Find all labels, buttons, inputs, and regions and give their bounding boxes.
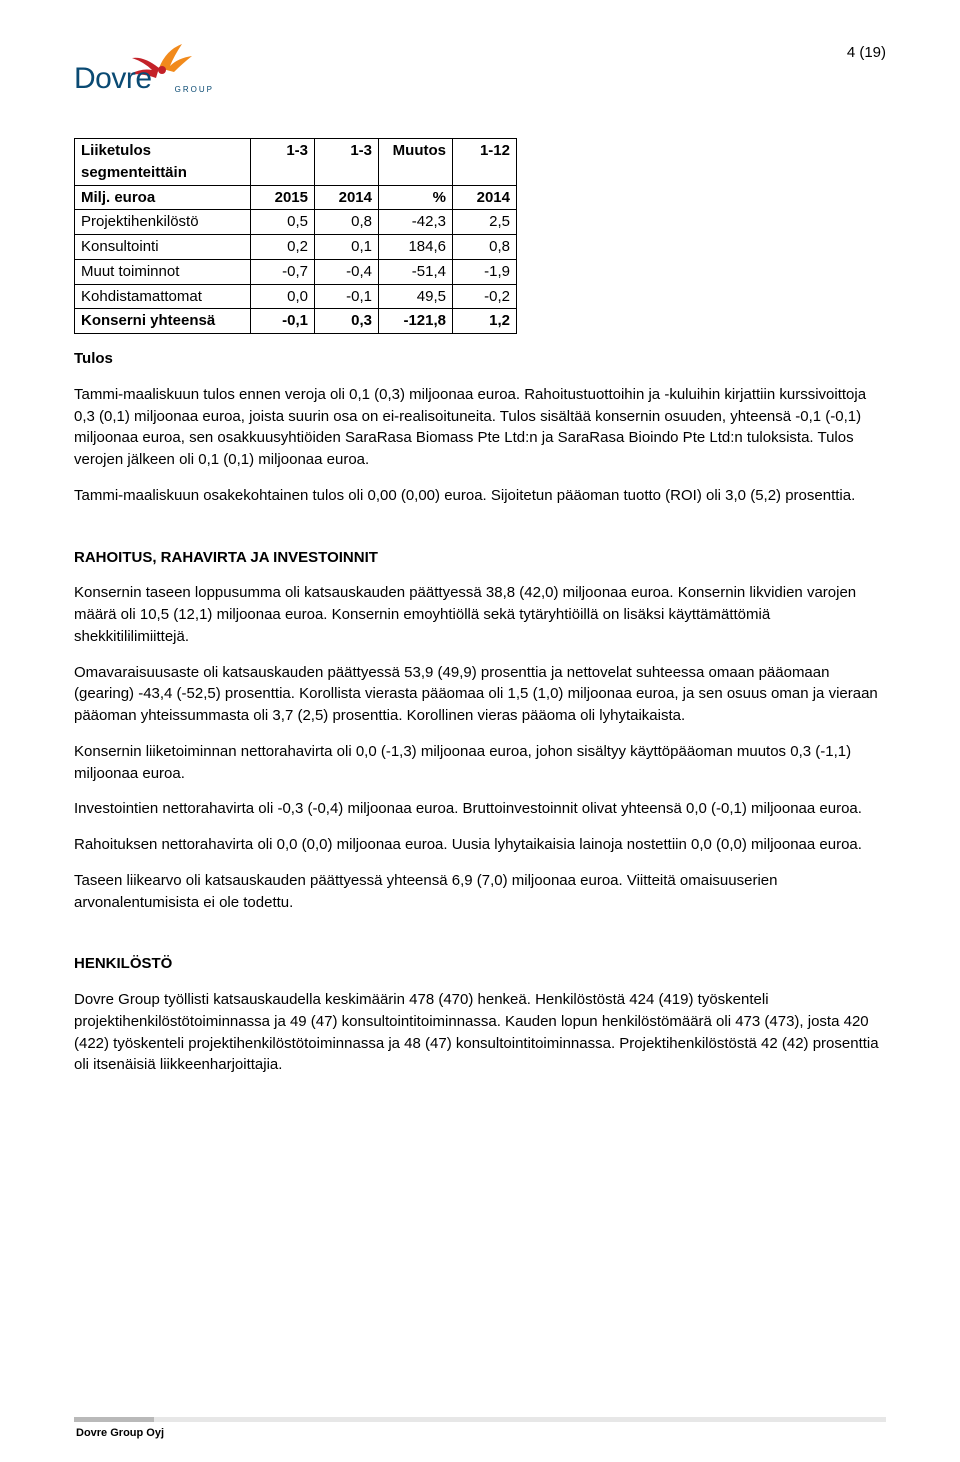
table-cell: -1,9 bbox=[453, 259, 517, 284]
rahoitus-heading: RAHOITUS, RAHAVIRTA JA INVESTOINNIT bbox=[74, 547, 886, 569]
table-cell: 0,8 bbox=[315, 210, 379, 235]
table-row: Konsultointi0,20,1184,60,8 bbox=[75, 235, 517, 260]
table-header: 2015 bbox=[251, 185, 315, 210]
company-logo: Dovre GROUP bbox=[74, 38, 214, 102]
table-cell: -42,3 bbox=[379, 210, 453, 235]
table-header: 1-12 bbox=[453, 139, 517, 186]
table-header: 1-3 bbox=[251, 139, 315, 186]
table-cell: -0,7 bbox=[251, 259, 315, 284]
body-paragraph: Tammi-maaliskuun tulos ennen veroja oli … bbox=[74, 384, 886, 471]
table-cell: 0,2 bbox=[251, 235, 315, 260]
table-cell: Konsultointi bbox=[75, 235, 251, 260]
table-cell: 0,5 bbox=[251, 210, 315, 235]
logo-wordmark: Dovre bbox=[74, 57, 152, 101]
table-row: Muut toiminnot-0,7-0,4-51,4-1,9 bbox=[75, 259, 517, 284]
table-cell: 0,0 bbox=[251, 284, 315, 309]
body-paragraph: Rahoituksen nettorahavirta oli 0,0 (0,0)… bbox=[74, 834, 886, 856]
table-header: 1-3 bbox=[315, 139, 379, 186]
body-paragraph: Investointien nettorahavirta oli -0,3 (-… bbox=[74, 798, 886, 820]
table-header: % bbox=[379, 185, 453, 210]
table-cell: Kohdistamattomat bbox=[75, 284, 251, 309]
table-cell: 49,5 bbox=[379, 284, 453, 309]
table-header: Milj. euroa bbox=[75, 185, 251, 210]
table-header: Liiketulos segmenteittäin bbox=[75, 139, 251, 186]
table-cell: Muut toiminnot bbox=[75, 259, 251, 284]
tulos-heading: Tulos bbox=[74, 348, 886, 370]
table-header: 2014 bbox=[315, 185, 379, 210]
body-paragraph: Dovre Group työllisti katsauskaudella ke… bbox=[74, 989, 886, 1076]
body-paragraph: Taseen liikearvo oli katsauskauden päätt… bbox=[74, 870, 886, 914]
table-cell: 184,6 bbox=[379, 235, 453, 260]
table-row: Projektihenkilöstö0,50,8-42,32,5 bbox=[75, 210, 517, 235]
table-cell: 1,2 bbox=[453, 309, 517, 334]
table-cell: -121,8 bbox=[379, 309, 453, 334]
table-cell: Projektihenkilöstö bbox=[75, 210, 251, 235]
body-paragraph: Konsernin taseen loppusumma oli katsausk… bbox=[74, 582, 886, 647]
table-cell: 0,3 bbox=[315, 309, 379, 334]
table-header-row-1: Liiketulos segmenteittäin 1-3 1-3 Muutos… bbox=[75, 139, 517, 186]
table-header-row-2: Milj. euroa 2015 2014 % 2014 bbox=[75, 185, 517, 210]
table-cell: -0,1 bbox=[315, 284, 379, 309]
table-header: Muutos bbox=[379, 139, 453, 186]
footer-company-name: Dovre Group Oyj bbox=[74, 1426, 886, 1442]
table-header: 2014 bbox=[453, 185, 517, 210]
table-cell: -0,4 bbox=[315, 259, 379, 284]
table-cell: -51,4 bbox=[379, 259, 453, 284]
table-cell: 0,8 bbox=[453, 235, 517, 260]
table-row: Konserni yhteensä-0,10,3-121,81,2 bbox=[75, 309, 517, 334]
logo-subtext: GROUP bbox=[175, 84, 214, 96]
body-paragraph: Konsernin liiketoiminnan nettorahavirta … bbox=[74, 741, 886, 785]
footer-divider bbox=[74, 1417, 886, 1422]
body-paragraph: Omavaraisuusaste oli katsauskauden päätt… bbox=[74, 662, 886, 727]
liiketulos-table: Liiketulos segmenteittäin 1-3 1-3 Muutos… bbox=[74, 138, 517, 334]
table-cell: 2,5 bbox=[453, 210, 517, 235]
body-paragraph: Tammi-maaliskuun osakekohtainen tulos ol… bbox=[74, 485, 886, 507]
table-cell: Konserni yhteensä bbox=[75, 309, 251, 334]
page-header: Dovre GROUP 4 (19) bbox=[74, 38, 886, 102]
table-cell: -0,2 bbox=[453, 284, 517, 309]
table-row: Kohdistamattomat0,0-0,149,5-0,2 bbox=[75, 284, 517, 309]
page-footer: Dovre Group Oyj bbox=[74, 1417, 886, 1442]
table-cell: 0,1 bbox=[315, 235, 379, 260]
table-cell: -0,1 bbox=[251, 309, 315, 334]
page-number: 4 (19) bbox=[847, 38, 886, 64]
henkilosto-heading: HENKILÖSTÖ bbox=[74, 953, 886, 975]
